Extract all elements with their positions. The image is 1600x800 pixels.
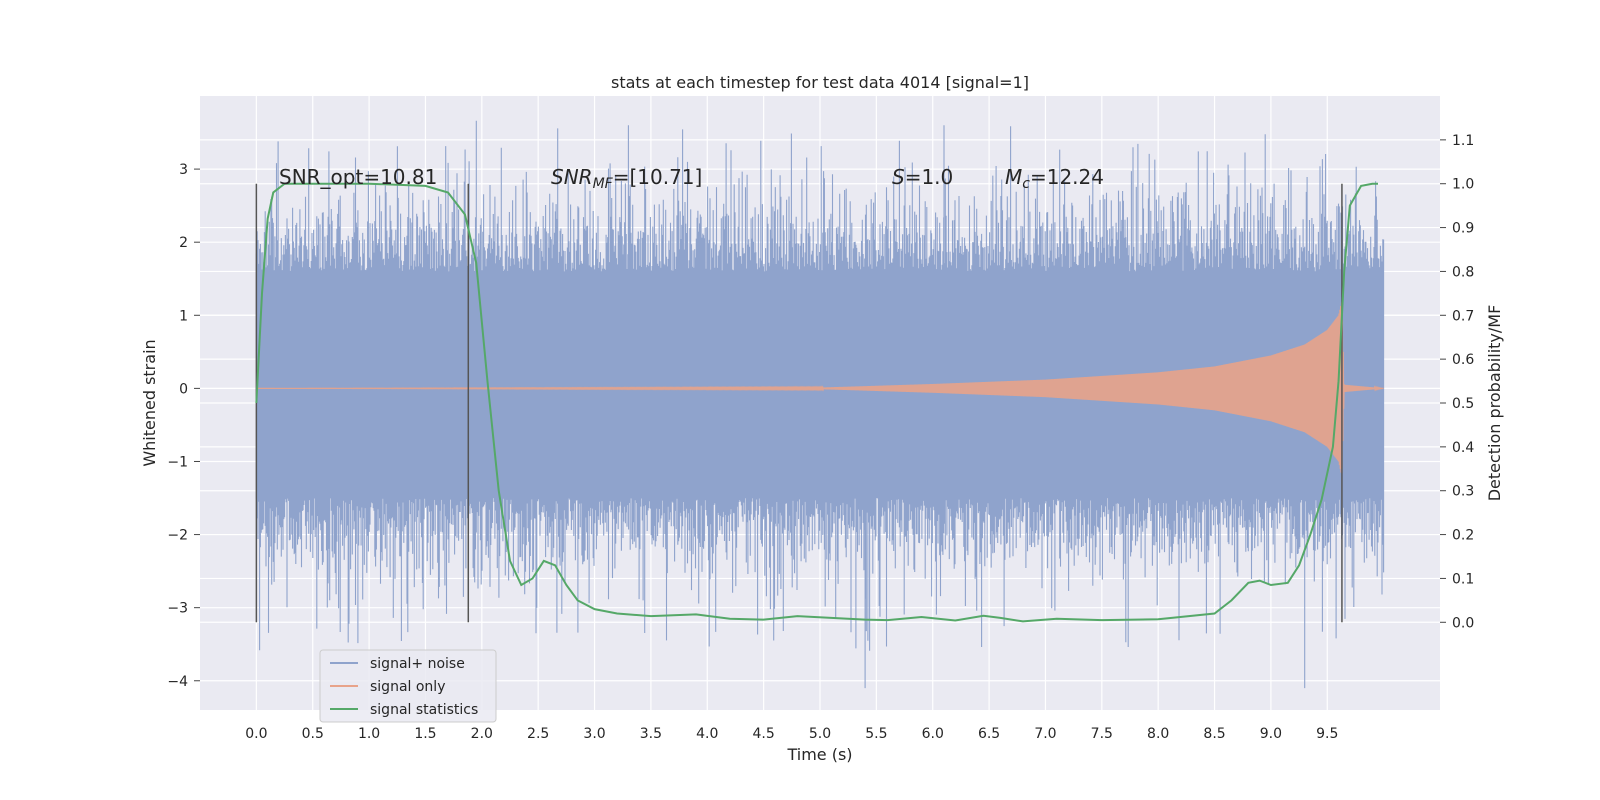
x-tick-label: 9.5	[1316, 726, 1338, 742]
legend: signal+ noise signal only signal statist…	[319, 649, 497, 723]
y-right-tick-label: 0.8	[1452, 264, 1474, 280]
annotation-snr-opt: SNR_opt=10.81	[279, 165, 437, 189]
y-right-tick-label: 0.2	[1452, 528, 1474, 544]
x-tick-label: 2.5	[527, 726, 549, 742]
y-tick-label: 2	[179, 235, 188, 251]
legend-label-signal-statistics: signal statistics	[370, 702, 478, 718]
y-right-tick-label: 0.3	[1452, 484, 1474, 500]
y-tick-label: 0	[179, 381, 188, 397]
x-tick-label: 4.5	[753, 726, 775, 742]
annotation-mc-main: M	[1005, 165, 1022, 189]
y-tick-label: 1	[179, 308, 188, 324]
y-tick-label: −4	[167, 674, 188, 690]
annotation-snr-mf: SNRMF=[10.71]	[551, 165, 702, 192]
x-axis-label: Time (s)	[786, 745, 852, 764]
annotation-mc-rest: =12.24	[1030, 165, 1104, 189]
x-tick-label: 6.5	[978, 726, 1000, 742]
x-tick-label: 1.0	[358, 726, 380, 742]
chart-title: stats at each timestep for test data 401…	[611, 73, 1029, 92]
x-tick-label: 7.5	[1091, 726, 1113, 742]
x-tick-label: 3.0	[583, 726, 605, 742]
tick-labels: 0.0 0.5 1.0 1.5 2.0 2.5 3.0 3.5 4.0 4.5 5.0 5.5 6.0 6…	[167, 133, 1474, 742]
series-signal-only	[256, 302, 1384, 474]
x-tick-label: 0.5	[302, 726, 324, 742]
annotation-s-main: S	[892, 165, 905, 189]
x-tick-label: 3.5	[640, 726, 662, 742]
x-tick-label: 9.0	[1260, 726, 1282, 742]
x-tick-label: 6.0	[922, 726, 944, 742]
x-tick-label: 5.0	[809, 726, 831, 742]
y-right-tick-label: 0.6	[1452, 352, 1474, 368]
x-tick-label: 8.5	[1203, 726, 1225, 742]
annotation-mc: Mc=12.24	[1005, 165, 1104, 192]
x-tick-label: 4.0	[696, 726, 718, 742]
annotations: SNR_opt=10.81 SNRMF=[10.71] S=1.0 Mc=12.…	[279, 165, 1104, 192]
annotation-mc-sub: c	[1022, 176, 1030, 192]
annotation-snr-mf-rest: =[10.71]	[613, 165, 703, 189]
signal-trace	[256, 302, 1384, 474]
y-right-tick-label: 0.1	[1452, 571, 1474, 587]
legend-box	[319, 649, 497, 723]
y-tick-label: −2	[167, 528, 188, 544]
series-signal-statistics	[255, 182, 1378, 623]
y-axis-label: Whitened strain	[140, 339, 159, 466]
y-right-tick-label: 0.0	[1452, 615, 1474, 631]
x-tick-label: 8.0	[1147, 726, 1169, 742]
legend-label-signal-noise: signal+ noise	[370, 656, 465, 672]
y-tick-label: −3	[167, 601, 188, 617]
y-right-tick-label: 0.9	[1452, 221, 1474, 237]
legend-label-signal-only: signal only	[370, 679, 445, 695]
x-tick-label: 2.0	[471, 726, 493, 742]
x-tick-label: 7.0	[1034, 726, 1056, 742]
y-right-tick-label: 1.1	[1452, 133, 1474, 149]
x-tick-label: 0.0	[245, 726, 267, 742]
annotation-s-rest: =1.0	[905, 165, 954, 189]
y-right-tick-label: 0.4	[1452, 440, 1474, 456]
x-tick-label: 1.5	[414, 726, 436, 742]
x-tick-label: 5.5	[865, 726, 887, 742]
y-tick-label: −1	[167, 454, 188, 470]
annotation-snr-mf-main: SNR	[551, 165, 593, 189]
annotation-snr-mf-sub: MF	[593, 176, 614, 192]
y-right-tick-label: 1.0	[1452, 177, 1474, 193]
statistics-line	[255, 182, 1378, 623]
y-tick-label: 3	[179, 162, 188, 178]
annotation-s: S=1.0	[892, 165, 953, 189]
y-axis-label-right: Detection probability/MF	[1485, 305, 1504, 502]
y-right-tick-label: 0.7	[1452, 308, 1474, 324]
y-right-tick-label: 0.5	[1452, 396, 1474, 412]
